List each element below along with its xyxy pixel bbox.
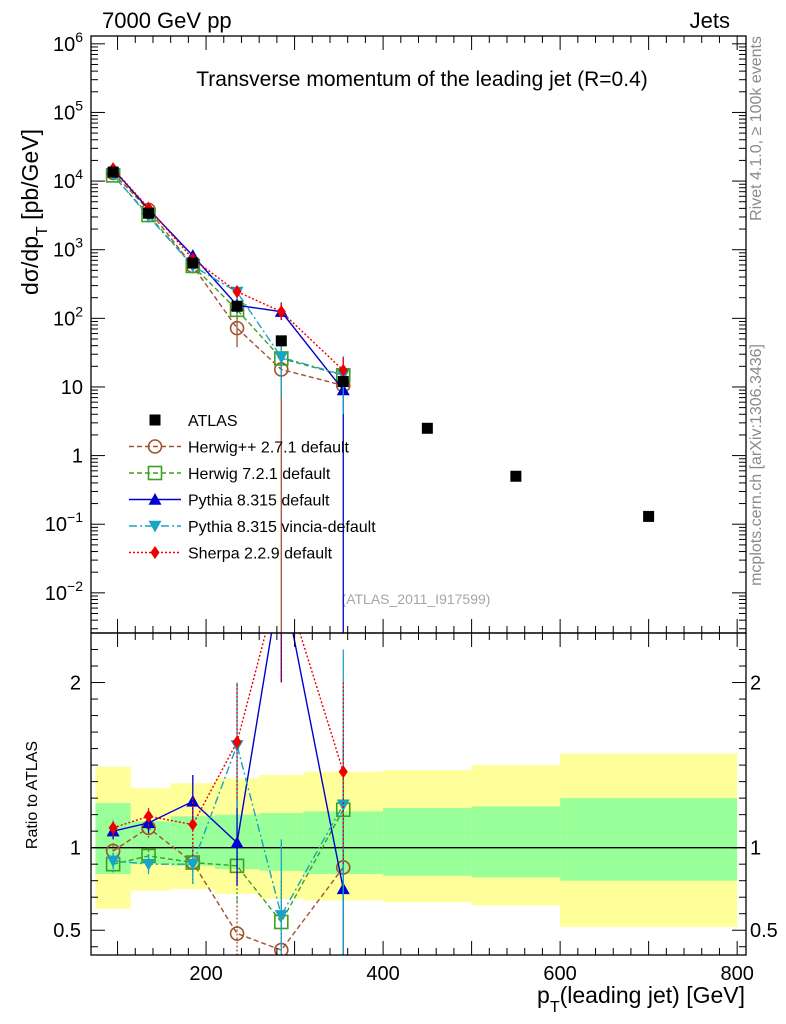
main-ytick-label: 104 [53, 166, 83, 193]
legend-marker [147, 465, 163, 481]
legend-label: Herwig 7.2.1 default [188, 466, 331, 483]
legend-entry-2: Pythia 8.315 default [129, 493, 330, 510]
legend-entry-1: Herwig 7.2.1 default [129, 465, 331, 483]
legend-label: Sherpa 2.2.9 default [188, 546, 333, 563]
ratio-ytick-label: 0.5 [53, 920, 81, 942]
ratio-ytick-label-right: 1 [750, 838, 761, 860]
main-point [232, 285, 242, 299]
data-point [275, 335, 287, 347]
ratio-point [274, 910, 288, 922]
legend-label-atlas: ATLAS [188, 413, 238, 430]
legend-marker [150, 546, 160, 559]
legend-entry-3: Pythia 8.315 vincia-default [129, 519, 376, 536]
ratio-xtick-label: 800 [720, 963, 753, 985]
legend-entry-4: Sherpa 2.2.9 default [129, 546, 333, 563]
main-ytick-label: 10−1 [45, 509, 83, 536]
mcplots-label: mcplots.cern.ch [arXiv:1306.3436] [748, 344, 765, 586]
ratio-series-line [112, 809, 344, 924]
main-ytick-label: 103 [53, 235, 83, 262]
ratio-point [188, 818, 198, 832]
ratio-band-inner [130, 821, 171, 865]
ratio-point [186, 858, 200, 871]
ratio-series-line [113, 742, 344, 918]
ratio-y-axis-label: Ratio to ATLAS [24, 741, 41, 849]
rivet-label: Rivet 4.1.0, ≥ 100k events [748, 36, 765, 221]
ratio-panel-series [105, 633, 351, 955]
data-point [231, 300, 243, 312]
ratio-xtick-label: 400 [366, 963, 399, 985]
main-point [229, 320, 245, 336]
legend-entry-0: Herwig++ 2.7.1 default [129, 439, 350, 457]
main-ytick-label: 10 [61, 377, 83, 399]
data-point [643, 510, 655, 522]
ratio-ytick-label-right: 2 [750, 673, 761, 695]
main-point [276, 305, 286, 319]
main-ytick-label: 1 [72, 446, 83, 468]
ratio-point [143, 809, 154, 823]
ratio-point [230, 836, 244, 848]
ratio-ytick-label: 1 [70, 838, 81, 860]
main-panel-axes: 10−2 10−1 1 10 102 103 104 105 106 [45, 29, 747, 634]
ratio-series-line [112, 633, 344, 829]
ratio-series-line [112, 633, 344, 890]
main-point [274, 352, 288, 364]
plot-title: Transverse momentum of the leading jet (… [196, 68, 648, 91]
data-point [187, 257, 199, 269]
ratio-band-inner [383, 808, 472, 876]
main-point [338, 363, 348, 377]
ratio-band-inner [471, 806, 561, 878]
ratio-point [229, 926, 245, 941]
ratio-xtick-label: 200 [189, 963, 222, 985]
data-point [143, 207, 155, 219]
legend-label: Pythia 8.315 vincia-default [188, 519, 376, 536]
legend-marker [148, 520, 162, 533]
header-right: Jets [690, 8, 730, 33]
main-series-line [112, 174, 344, 376]
header-left: 7000 GeV pp [102, 8, 232, 33]
ratio-xtick-label: 600 [543, 963, 576, 985]
data-point [421, 422, 433, 434]
main-ytick-label: 106 [53, 29, 83, 56]
main-series-line [112, 168, 344, 371]
ratio-point [106, 855, 120, 868]
analysis-label: (ATLAS_2011_I917599) [342, 591, 491, 607]
main-series-line [112, 172, 344, 387]
ratio-band-inner [560, 798, 738, 881]
ratio-point [142, 858, 156, 871]
legend-label: Herwig++ 2.7.1 default [188, 440, 350, 457]
legend-marker [148, 493, 162, 505]
main-panel-data [107, 166, 655, 522]
ratio-point [338, 765, 348, 779]
main-ytick-label: 102 [53, 303, 83, 330]
ratio-ytick-label-right: 0.5 [750, 920, 778, 942]
ratio-point [108, 821, 118, 835]
ratio-panel-axes: 0.5 0.5 1 1 2 2 200 400 600 800 [53, 632, 778, 985]
legend: ATLAS Herwig++ 2.7.1 default Herwig 7.2.1 … [129, 413, 376, 563]
data-point [107, 166, 119, 178]
ratio-point [336, 799, 350, 812]
ratio-point [232, 735, 242, 749]
main-ytick-label: 105 [53, 97, 83, 124]
ratio-ytick-label: 2 [70, 673, 81, 695]
legend-entry-atlas: ATLAS [149, 413, 238, 430]
main-ytick-label: 10−2 [45, 578, 83, 605]
data-point [510, 470, 522, 482]
data-point [337, 376, 349, 388]
ratio-series-4 [108, 633, 348, 865]
ratio-point [186, 794, 200, 807]
legend-marker-atlas [149, 414, 161, 426]
legend-label: Pythia 8.315 default [188, 493, 330, 510]
legend-marker [147, 439, 163, 454]
